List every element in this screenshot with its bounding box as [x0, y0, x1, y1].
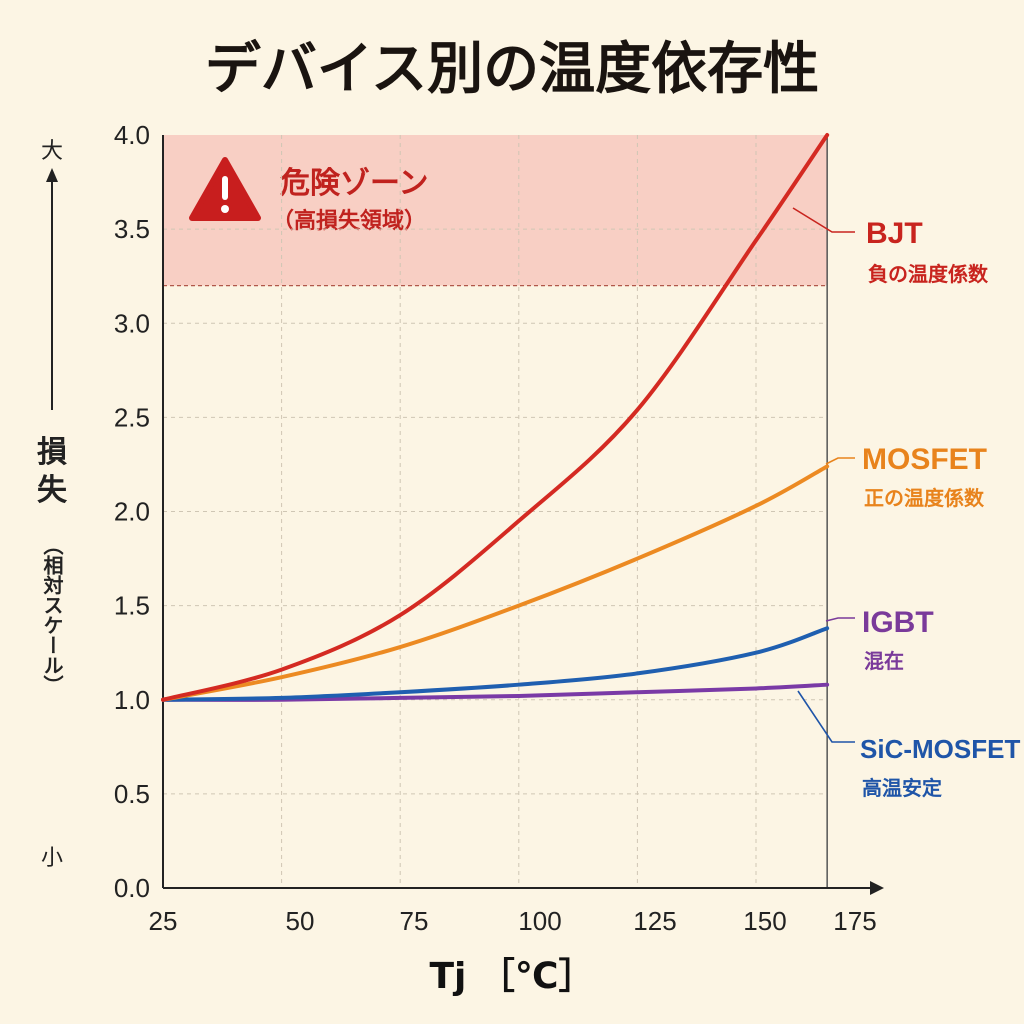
series-label-mosfet: MOSFET	[862, 443, 987, 476]
series-note-sic-mosfet: 高温安定	[862, 776, 942, 800]
series-label-igbt: IGBT	[862, 606, 934, 639]
x-tick-label: 50	[286, 906, 315, 936]
y-tick-label: 3.0	[114, 308, 150, 338]
x-tick-label: 175	[833, 906, 876, 936]
y-tick-label: 2.0	[114, 497, 150, 527]
x-axis-label: Tj ［℃］	[429, 956, 594, 997]
danger-zone-fill	[163, 135, 828, 286]
y-label-sub: （相対スケール）	[40, 535, 64, 695]
x-tick-label: 150	[743, 906, 786, 936]
x-tick-label: 125	[633, 906, 676, 936]
y-tick-label: 4.0	[114, 120, 150, 150]
danger-zone: 危険ゾーン （高損失領域）	[163, 135, 828, 287]
y-tick-label: 1.5	[114, 591, 150, 621]
y-axis-label: 大 損 失 （相対スケール） 小	[37, 139, 68, 871]
series-line-bjt	[161, 133, 830, 702]
y-tick-label: 1.0	[114, 685, 150, 715]
y-tick-label: 0.5	[114, 779, 150, 809]
series-note-bjt: 負の温度係数	[868, 262, 989, 286]
series-note-mosfet: 正の温度係数	[864, 486, 985, 510]
x-tick-label: 100	[518, 906, 561, 936]
series-label-bjt: BJT	[866, 217, 923, 250]
y-label-main-2: 失	[37, 473, 68, 508]
danger-zone-subtitle: （高損失領域）	[272, 208, 426, 234]
chart-title: デバイス別の温度依存性	[205, 37, 819, 102]
leader-line-igbt	[825, 617, 855, 622]
leader-line-bjt	[792, 207, 855, 233]
series-label-sic-mosfet: SiC-MOSFET	[860, 734, 1020, 764]
x-arrow-icon	[870, 881, 884, 895]
series-labels: BJT 負の温度係数 MOSFET 正の温度係数 IGBT 混在 SiC-MOSFET 高温安…	[792, 207, 1020, 800]
warning-icon	[189, 157, 261, 221]
x-tick-label: 25	[149, 906, 178, 936]
y-high-label: 大	[41, 139, 63, 164]
axes: 0.0 0.5 1.0 1.5 2.0 2.5 3.0 3.5 4.0 25 50 75 100 125 1…	[114, 120, 884, 936]
y-low-label: 小	[41, 846, 63, 871]
x-tick-label: 75	[400, 906, 429, 936]
y-tick-label: 3.5	[114, 214, 150, 244]
leader-line-sic-mosfet	[797, 690, 855, 743]
y-arrow-icon	[46, 168, 58, 182]
danger-zone-title: 危険ゾーン	[280, 166, 429, 201]
series-line-igbt	[161, 626, 830, 702]
y-tick-label: 0.0	[114, 873, 150, 903]
series-lines	[161, 133, 830, 702]
y-tick-label: 2.5	[114, 402, 150, 432]
leader-line-mosfet	[825, 457, 855, 465]
series-line-mosfet	[161, 464, 830, 702]
series-note-igbt: 混在	[864, 649, 904, 673]
grid	[163, 135, 828, 888]
y-label-main-1: 損	[37, 435, 67, 470]
